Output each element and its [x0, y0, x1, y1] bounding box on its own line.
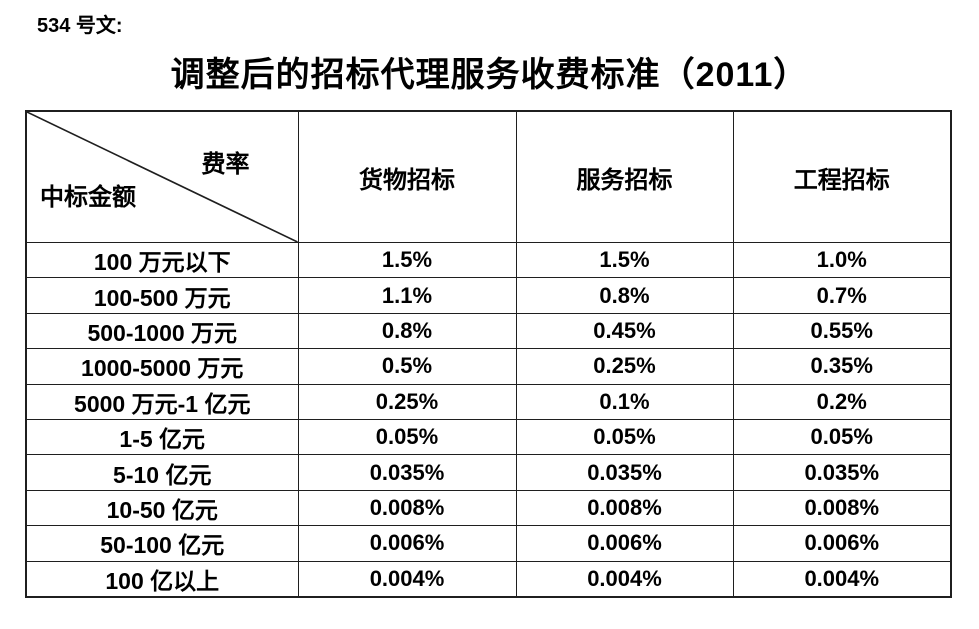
row-label: 100 万元以下	[25, 241, 299, 279]
doc-number-label: 534 号文:	[37, 15, 123, 37]
table-row: 5-10 亿元 0.035% 0.035% 0.035%	[25, 454, 952, 491]
fee-cell: 0.05%	[732, 418, 952, 456]
fee-cell: 0.035%	[732, 454, 952, 491]
fee-cell: 0.006%	[732, 525, 952, 562]
column-header-goods: 货物招标	[297, 110, 517, 243]
fee-cell: 0.7%	[732, 277, 952, 314]
fee-cell: 1.1%	[297, 277, 517, 314]
corner-label-amount: 中标金额	[40, 184, 136, 211]
column-header-services: 服务招标	[515, 110, 734, 243]
fee-cell: 0.45%	[515, 312, 734, 350]
row-label: 1000-5000 万元	[25, 348, 299, 385]
table-row: 10-50 亿元 0.008% 0.008% 0.008%	[25, 489, 952, 527]
row-label: 10-50 亿元	[25, 489, 299, 527]
fee-cell: 0.004%	[732, 560, 952, 598]
fee-cell: 0.035%	[515, 454, 734, 491]
fee-cell: 1.0%	[732, 241, 952, 279]
row-label: 1-5 亿元	[25, 418, 299, 456]
table-row: 50-100 亿元 0.006% 0.006% 0.006%	[25, 525, 952, 562]
row-label: 500-1000 万元	[25, 312, 299, 350]
fee-cell: 0.004%	[515, 560, 734, 598]
fee-cell: 0.2%	[732, 383, 952, 420]
diagonal-divider-line	[27, 112, 298, 242]
header-row: 费率 中标金额 货物招标 服务招标 工程招标	[25, 110, 952, 243]
table-row: 100 亿以上 0.004% 0.004% 0.004%	[25, 560, 952, 598]
fee-cell: 0.55%	[732, 312, 952, 350]
table-row: 5000 万元-1 亿元 0.25% 0.1% 0.2%	[25, 383, 952, 420]
table-row: 100 万元以下 1.5% 1.5% 1.0%	[25, 241, 952, 279]
fee-cell: 1.5%	[297, 241, 517, 279]
fee-cell: 0.8%	[297, 312, 517, 350]
fee-cell: 1.5%	[515, 241, 734, 279]
table-row: 1-5 亿元 0.05% 0.05% 0.05%	[25, 418, 952, 456]
row-label: 5000 万元-1 亿元	[25, 383, 299, 420]
fee-cell: 0.35%	[732, 348, 952, 385]
table-row: 1000-5000 万元 0.5% 0.25% 0.35%	[25, 348, 952, 385]
fee-cell: 0.035%	[297, 454, 517, 491]
fee-cell: 0.25%	[297, 383, 517, 420]
fee-cell: 0.05%	[297, 418, 517, 456]
fee-cell: 0.008%	[732, 489, 952, 527]
fee-cell: 0.1%	[515, 383, 734, 420]
row-label: 5-10 亿元	[25, 454, 299, 491]
table-row: 500-1000 万元 0.8% 0.45% 0.55%	[25, 312, 952, 350]
fee-cell: 0.006%	[297, 525, 517, 562]
corner-cell: 费率 中标金额	[25, 110, 299, 243]
fee-cell: 0.05%	[515, 418, 734, 456]
fee-cell: 0.008%	[297, 489, 517, 527]
row-label: 50-100 亿元	[25, 525, 299, 562]
fee-cell: 0.008%	[515, 489, 734, 527]
row-label: 100-500 万元	[25, 277, 299, 314]
page-title: 调整后的招标代理服务收费标准（2011）	[170, 56, 809, 94]
fee-cell: 0.5%	[297, 348, 517, 385]
corner-label-rate: 费率	[201, 151, 250, 178]
row-label: 100 亿以上	[25, 560, 299, 598]
column-header-works: 工程招标	[732, 110, 952, 243]
fee-cell: 0.004%	[297, 560, 517, 598]
fee-table: 费率 中标金额 货物招标 服务招标 工程招标 100 万元以下 1.5% 1.5…	[25, 110, 952, 598]
fee-cell: 0.006%	[515, 525, 734, 562]
fee-cell: 0.8%	[515, 277, 734, 314]
fee-cell: 0.25%	[515, 348, 734, 385]
table-row: 100-500 万元 1.1% 0.8% 0.7%	[25, 277, 952, 314]
